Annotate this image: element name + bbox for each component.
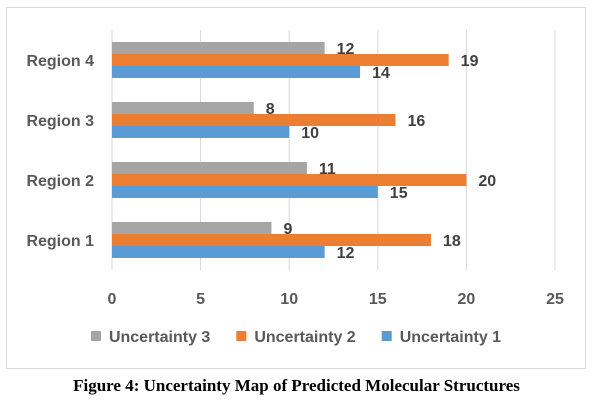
bar — [112, 234, 431, 246]
bar — [112, 222, 272, 234]
legend-swatch — [236, 331, 247, 341]
data-label: 18 — [443, 233, 461, 250]
x-tick-label: 20 — [458, 291, 476, 308]
category-label: Region 3 — [26, 113, 94, 130]
bar — [112, 126, 290, 138]
data-label: 20 — [478, 173, 496, 190]
bar — [112, 114, 396, 126]
data-label: 9 — [283, 221, 292, 238]
legend-item: Uncertainty 3 — [90, 329, 210, 346]
bar — [112, 54, 449, 66]
legend-label: Uncertainty 1 — [400, 329, 501, 346]
bar — [112, 246, 325, 258]
x-tick-label: 15 — [369, 291, 387, 308]
legend-item: Uncertainty 2 — [236, 329, 356, 346]
legend-swatch — [90, 331, 101, 341]
category-label: Region 2 — [26, 173, 94, 190]
data-label: 12 — [337, 245, 355, 262]
data-labels: 12 18 9 15 20 11 10 16 8 14 19 12 — [266, 41, 497, 262]
legend-item: Uncertainty 1 — [381, 329, 501, 346]
figure-caption: Figure 4: Uncertainty Map of Predicted M… — [73, 376, 520, 395]
data-label: 11 — [319, 161, 336, 178]
legend-label: Uncertainty 2 — [254, 329, 355, 346]
x-tick-label: 10 — [280, 291, 298, 308]
bars — [112, 42, 467, 258]
data-label: 12 — [337, 41, 355, 58]
data-label: 15 — [390, 185, 408, 202]
bar — [112, 66, 361, 78]
category-label: Region 4 — [26, 53, 94, 70]
data-label: 10 — [301, 125, 319, 142]
data-label: 14 — [372, 65, 390, 82]
x-axis-tick-labels: 0 5 10 15 20 25 — [108, 291, 564, 308]
data-label: 19 — [461, 53, 479, 70]
legend-label: Uncertainty 3 — [109, 329, 210, 346]
bar — [112, 162, 307, 174]
legend-swatch — [381, 331, 392, 341]
x-tick-label: 25 — [546, 291, 564, 308]
bar — [112, 102, 254, 114]
legend: Uncertainty 3 Uncertainty 2 Uncertainty 1 — [90, 329, 501, 346]
category-label: Region 1 — [26, 233, 94, 250]
bar — [112, 174, 467, 186]
x-tick-label: 5 — [196, 291, 205, 308]
bar — [112, 42, 325, 54]
data-label: 16 — [408, 113, 426, 130]
bar — [112, 186, 378, 198]
x-tick-label: 0 — [108, 291, 117, 308]
data-label: 8 — [266, 101, 275, 118]
category-labels: Region 1 Region 2 Region 3 Region 4 — [26, 53, 94, 250]
